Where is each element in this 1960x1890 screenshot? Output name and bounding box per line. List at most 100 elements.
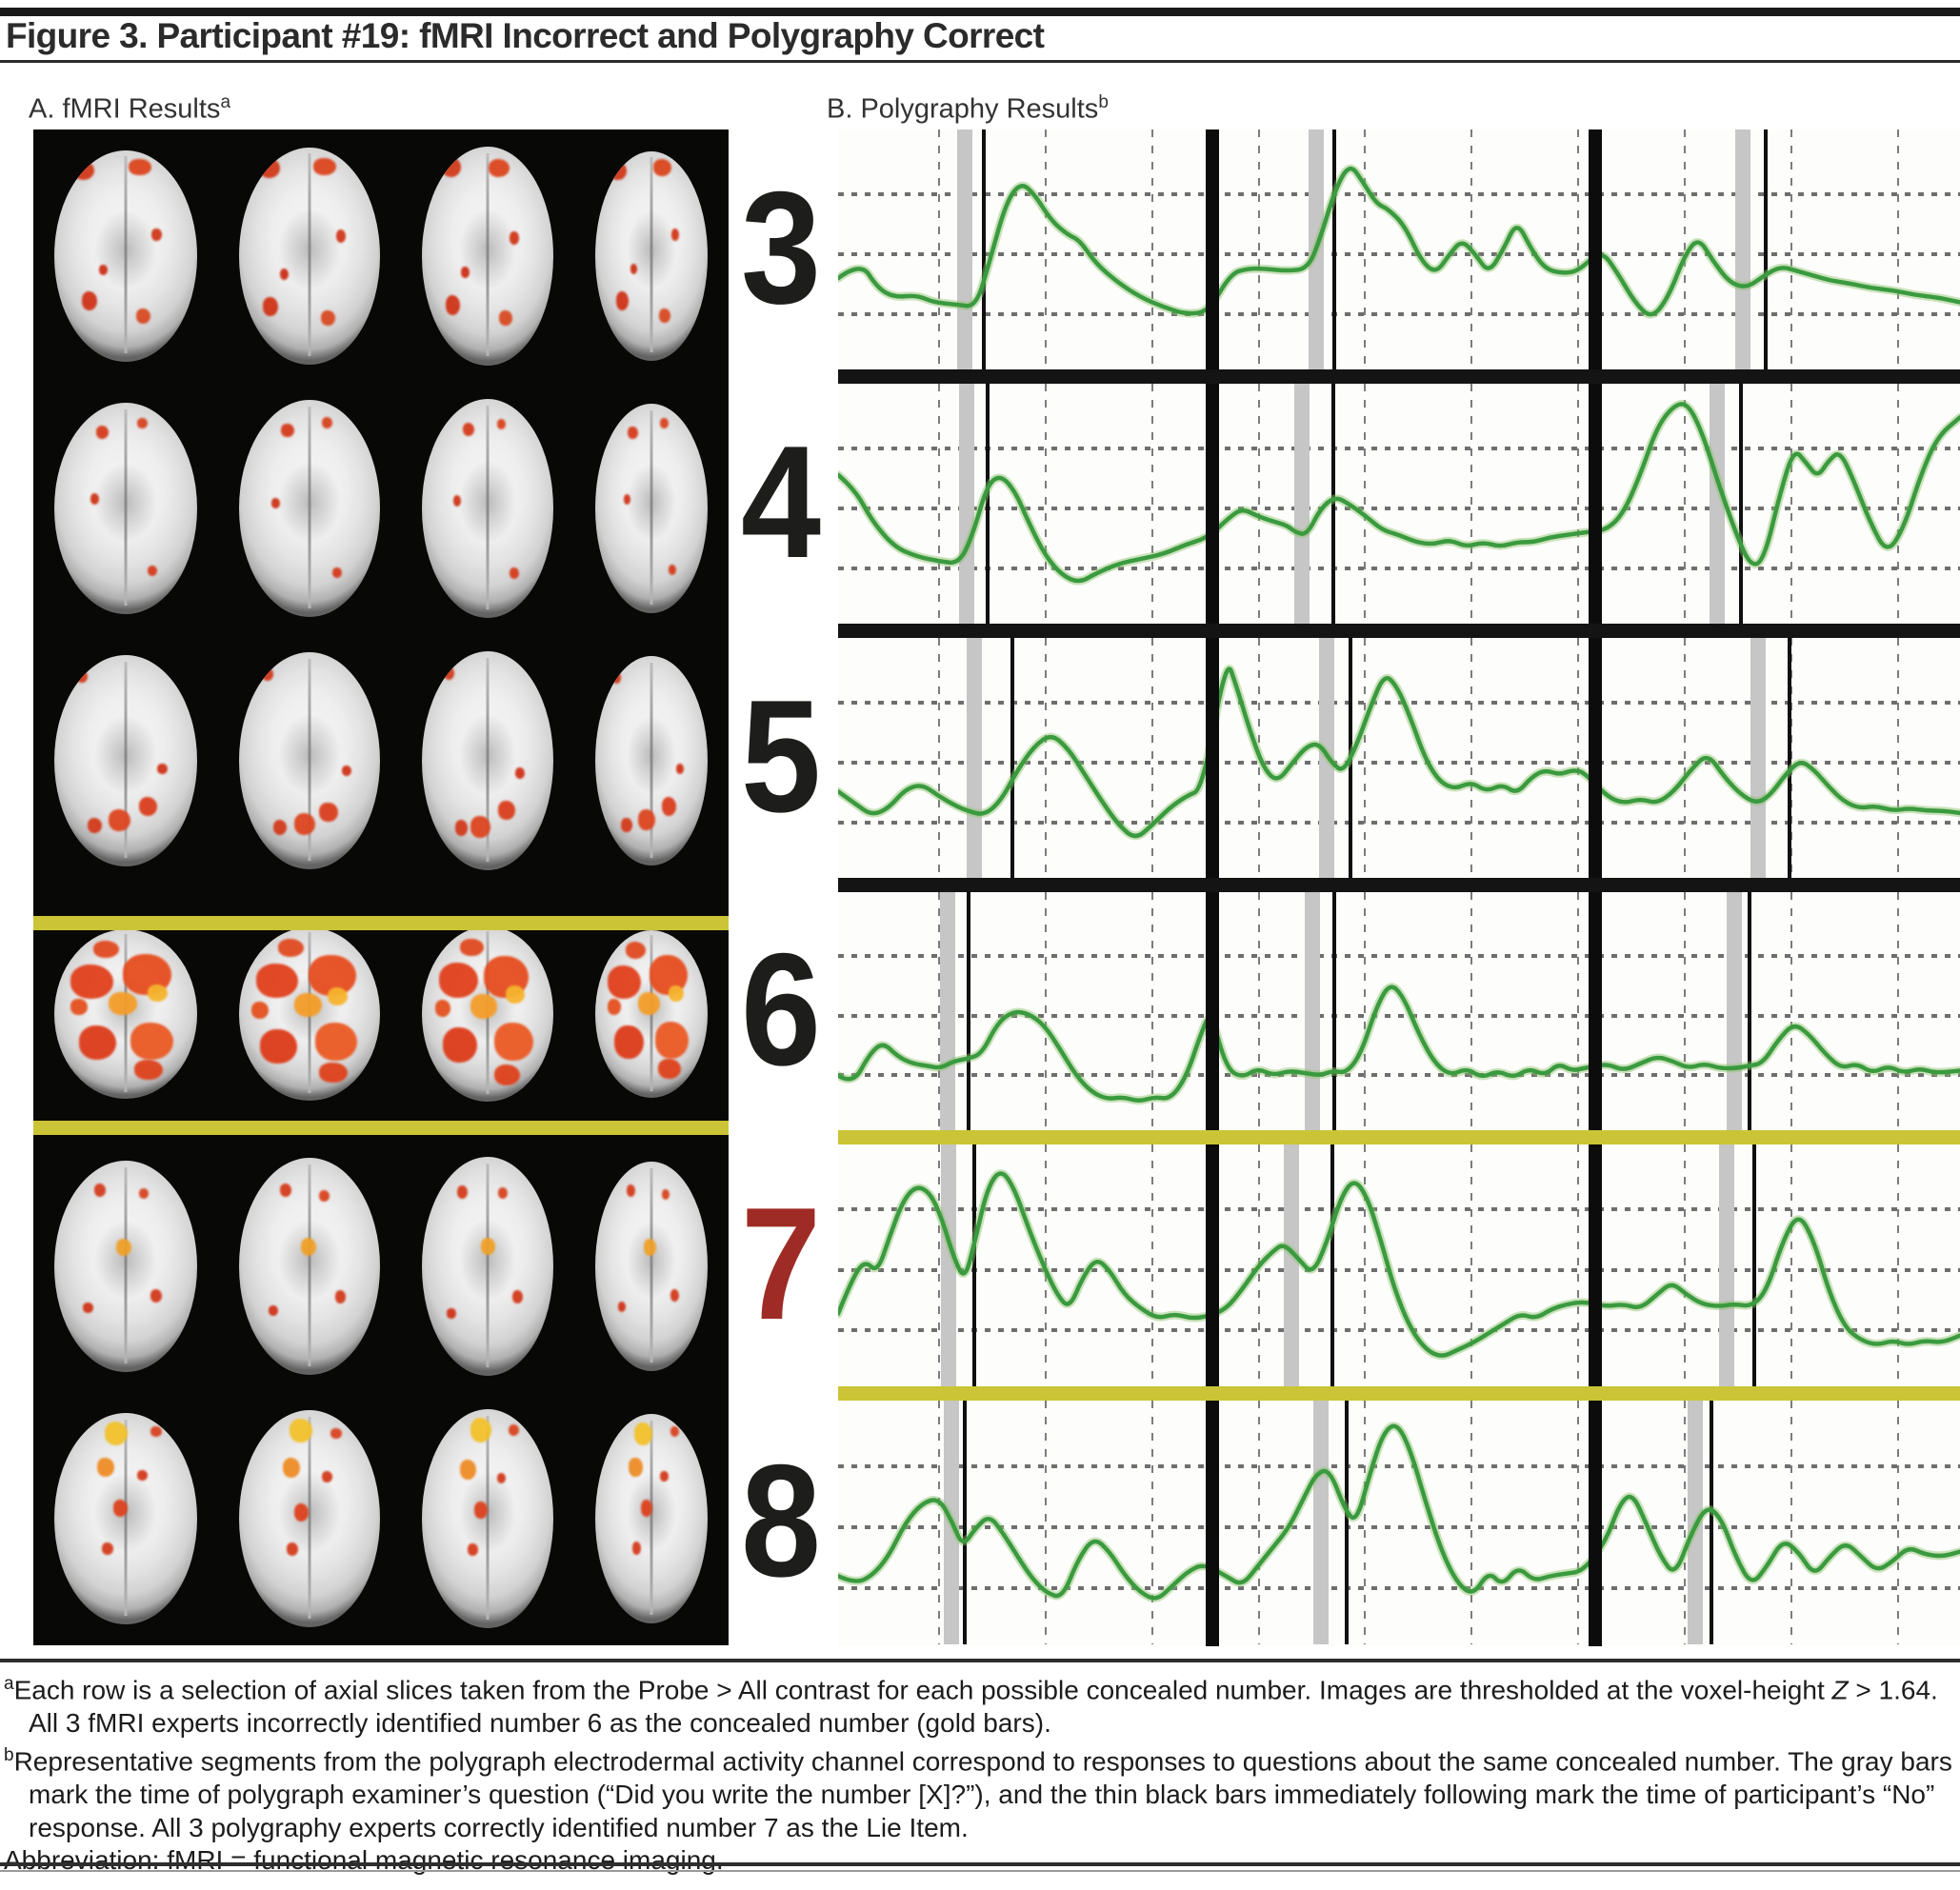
question-gray-bar xyxy=(1726,892,1742,1130)
gridline-vertical xyxy=(1684,1144,1687,1386)
response-black-line xyxy=(962,1401,967,1644)
brain-slice xyxy=(54,928,197,1099)
brain-slice xyxy=(422,146,553,366)
brain-slice xyxy=(54,1160,197,1372)
brain-slice xyxy=(239,652,380,870)
response-black-line xyxy=(1332,892,1337,1130)
gridline-vertical xyxy=(1150,638,1153,878)
fmri-row-7 xyxy=(33,1140,729,1392)
footnote-b-superscript: b xyxy=(4,1745,14,1766)
question-gray-bar xyxy=(967,638,983,878)
eda-trace xyxy=(838,384,1960,624)
activation-blob xyxy=(468,1542,479,1557)
activation-blob xyxy=(625,941,647,959)
gridline-vertical xyxy=(1790,1144,1793,1386)
brain-slice xyxy=(54,1413,197,1625)
activation-blob xyxy=(675,763,685,774)
activation-blob xyxy=(70,998,88,1016)
row-number-8: 8 xyxy=(740,1431,822,1610)
gridline-vertical xyxy=(1577,384,1580,624)
response-black-line xyxy=(967,892,971,1130)
activation-blob xyxy=(322,1471,332,1482)
activation-blob xyxy=(328,987,348,1005)
activation-blob xyxy=(293,992,323,1018)
polygraph-row-5 xyxy=(838,638,1960,878)
activation-blob xyxy=(610,161,628,181)
brain-slice xyxy=(239,1410,380,1628)
brain-slice xyxy=(595,929,708,1098)
gridline-vertical xyxy=(937,384,940,624)
activation-blob xyxy=(287,1542,299,1557)
activation-blob xyxy=(90,493,99,505)
gold-highlight-bar xyxy=(33,1121,729,1136)
gridline-vertical xyxy=(1044,638,1047,878)
fmri-row-5 xyxy=(33,635,729,887)
question-gray-bar xyxy=(1718,1144,1734,1386)
activation-blob xyxy=(628,427,638,440)
gridline-vertical xyxy=(1470,384,1473,624)
question-gray-bar xyxy=(1283,1144,1299,1386)
activation-blob xyxy=(336,229,347,243)
activation-blob xyxy=(607,998,622,1016)
gold-highlight-bar xyxy=(33,915,729,930)
activation-blob xyxy=(319,1190,330,1202)
gridline-vertical xyxy=(1044,1401,1047,1644)
row-number-5: 5 xyxy=(740,666,822,846)
activation-blob xyxy=(263,296,279,317)
activation-blob xyxy=(641,1500,653,1518)
gridline-vertical xyxy=(1897,1401,1900,1644)
activation-blob xyxy=(670,1426,680,1438)
brain-slice xyxy=(54,655,197,867)
activation-blob xyxy=(282,1458,300,1478)
activation-blob xyxy=(445,295,460,315)
activation-blob xyxy=(138,1187,149,1199)
row-separator-black xyxy=(838,369,1960,384)
question-gray-bar xyxy=(941,1144,957,1386)
activation-blob xyxy=(104,1422,128,1445)
eda-trace xyxy=(838,892,1960,1130)
activation-blob xyxy=(279,1184,291,1197)
gridline-vertical xyxy=(1577,129,1580,369)
activation-blob xyxy=(660,418,669,429)
gridline-horizontal xyxy=(838,311,1960,316)
activation-blob xyxy=(87,818,102,833)
figure-title: Figure 3. Participant #19: fMRI Incorrec… xyxy=(6,16,1045,55)
activation-blob xyxy=(607,965,642,999)
activation-blob xyxy=(72,160,94,180)
activation-blob xyxy=(314,1022,358,1061)
activation-blob xyxy=(130,1022,173,1060)
row-separator-gold xyxy=(838,1130,1960,1144)
eda-trace xyxy=(838,1144,1960,1386)
activation-blob xyxy=(278,939,305,957)
brain-slice xyxy=(422,1156,553,1376)
panel-a-superscript: a xyxy=(220,92,231,112)
activation-blob xyxy=(634,1422,653,1446)
activation-blob xyxy=(493,1064,521,1086)
question-gray-bar xyxy=(940,892,956,1130)
polygraph-row-3 xyxy=(838,129,1960,369)
activation-blob xyxy=(109,809,130,831)
activation-blob xyxy=(514,767,525,779)
eda-trace xyxy=(838,1401,1960,1644)
activation-blob xyxy=(447,1307,456,1320)
activation-blob xyxy=(293,813,315,835)
gridline-vertical xyxy=(1684,638,1687,878)
activation-blob xyxy=(109,991,137,1016)
question-gray-bar xyxy=(959,384,975,624)
question-gray-bar xyxy=(1313,1401,1330,1644)
brain-slice xyxy=(595,1161,708,1371)
activation-blob xyxy=(510,567,520,579)
gridline-vertical xyxy=(1150,1144,1153,1386)
footnote-abbreviation: Abbreviation: fMRI = functional magnetic… xyxy=(4,1845,724,1876)
activation-blob xyxy=(660,1470,669,1482)
activation-blob xyxy=(616,291,630,310)
brain-slice xyxy=(595,656,708,866)
response-black-line xyxy=(972,1144,977,1386)
footnote-a-text-1: Each row is a selection of axial slices … xyxy=(13,1675,1832,1705)
gridline-vertical xyxy=(1684,1401,1687,1644)
footnote-rule xyxy=(0,1659,1960,1662)
activation-blob xyxy=(443,1027,477,1064)
gridline-vertical xyxy=(1470,1401,1473,1644)
row-number-7: 7 xyxy=(740,1174,822,1353)
row-separator-gold xyxy=(838,1386,1960,1401)
